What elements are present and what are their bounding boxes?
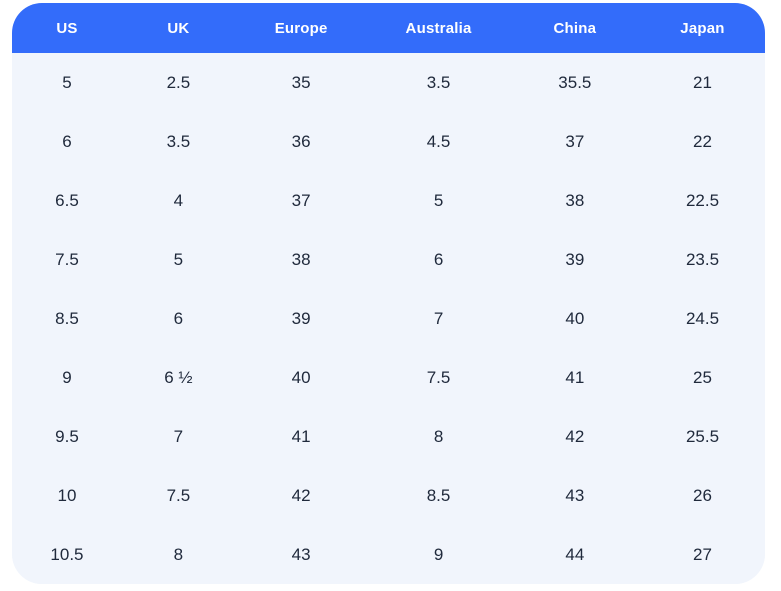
- header-row: US UK Europe Australia China Japan: [12, 3, 765, 53]
- size-cell-europe: 43: [234, 525, 368, 584]
- size-cell-us: 5: [12, 53, 122, 112]
- size-cell-us: 9.5: [12, 407, 122, 466]
- size-cell-us: 9: [12, 348, 122, 407]
- size-cell-japan: 22: [639, 112, 765, 171]
- column-header-japan: Japan: [639, 3, 765, 53]
- size-cell-australia: 3.5: [367, 53, 510, 112]
- size-cell-us: 6: [12, 112, 122, 171]
- size-cell-australia: 7.5: [367, 348, 510, 407]
- size-cell-australia: 4.5: [367, 112, 510, 171]
- size-cell-uk: 2.5: [121, 53, 235, 112]
- size-cell-china: 38: [509, 171, 640, 230]
- size-cell-china: 44: [509, 525, 640, 584]
- size-cell-europe: 36: [234, 112, 368, 171]
- column-header-uk: UK: [121, 3, 235, 53]
- size-cell-china: 35.5: [509, 53, 640, 112]
- size-cell-japan: 24.5: [639, 289, 765, 348]
- table-body: 5 2.5 35 3.5 35.5 21 6 3.5 36 4.5 37 22 6.5 4 37 5 38 22.…: [12, 53, 765, 584]
- size-cell-australia: 7: [367, 289, 510, 348]
- table-row: 10.5 8 43 9 44 27: [12, 525, 765, 584]
- size-cell-us: 8.5: [12, 289, 122, 348]
- size-cell-europe: 39: [234, 289, 368, 348]
- size-cell-japan: 25: [639, 348, 765, 407]
- size-cell-uk: 7: [121, 407, 235, 466]
- size-cell-uk: 6: [121, 289, 235, 348]
- size-cell-australia: 5: [367, 171, 510, 230]
- size-cell-us: 10: [12, 466, 122, 525]
- column-header-us: US: [12, 3, 122, 53]
- size-cell-uk: 5: [121, 230, 235, 289]
- size-cell-japan: 27: [639, 525, 765, 584]
- size-cell-japan: 25.5: [639, 407, 765, 466]
- table-row: 9.5 7 41 8 42 25.5: [12, 407, 765, 466]
- table-row: 10 7.5 42 8.5 43 26: [12, 466, 765, 525]
- size-cell-china: 42: [509, 407, 640, 466]
- size-cell-europe: 35: [234, 53, 368, 112]
- size-cell-china: 37: [509, 112, 640, 171]
- size-cell-japan: 22.5: [639, 171, 765, 230]
- size-cell-australia: 8: [367, 407, 510, 466]
- table-row: 6.5 4 37 5 38 22.5: [12, 171, 765, 230]
- size-conversion-table: US UK Europe Australia China Japan 5 2.5 35 3.5 3…: [12, 3, 765, 584]
- size-chart-card: US UK Europe Australia China Japan 5 2.5 35 3.5 3…: [12, 3, 765, 584]
- table-row: 7.5 5 38 6 39 23.5: [12, 230, 765, 289]
- size-cell-japan: 23.5: [639, 230, 765, 289]
- size-cell-china: 40: [509, 289, 640, 348]
- size-cell-us: 6.5: [12, 171, 122, 230]
- size-cell-us: 7.5: [12, 230, 122, 289]
- table-header: US UK Europe Australia China Japan: [12, 3, 765, 53]
- size-cell-china: 39: [509, 230, 640, 289]
- size-cell-uk: 4: [121, 171, 235, 230]
- size-cell-china: 41: [509, 348, 640, 407]
- size-cell-australia: 6: [367, 230, 510, 289]
- size-cell-japan: 26: [639, 466, 765, 525]
- size-cell-europe: 41: [234, 407, 368, 466]
- column-header-china: China: [509, 3, 640, 53]
- size-cell-australia: 9: [367, 525, 510, 584]
- size-cell-china: 43: [509, 466, 640, 525]
- size-cell-europe: 38: [234, 230, 368, 289]
- size-cell-uk: 7.5: [121, 466, 235, 525]
- size-cell-uk: 8: [121, 525, 235, 584]
- table-row: 6 3.5 36 4.5 37 22: [12, 112, 765, 171]
- size-cell-australia: 8.5: [367, 466, 510, 525]
- column-header-europe: Europe: [234, 3, 368, 53]
- table-row: 8.5 6 39 7 40 24.5: [12, 289, 765, 348]
- size-cell-europe: 40: [234, 348, 368, 407]
- size-cell-japan: 21: [639, 53, 765, 112]
- size-cell-uk: 6 ½: [121, 348, 235, 407]
- size-cell-uk: 3.5: [121, 112, 235, 171]
- size-cell-europe: 42: [234, 466, 368, 525]
- size-cell-us: 10.5: [12, 525, 122, 584]
- size-cell-europe: 37: [234, 171, 368, 230]
- table-row: 5 2.5 35 3.5 35.5 21: [12, 53, 765, 112]
- column-header-australia: Australia: [367, 3, 510, 53]
